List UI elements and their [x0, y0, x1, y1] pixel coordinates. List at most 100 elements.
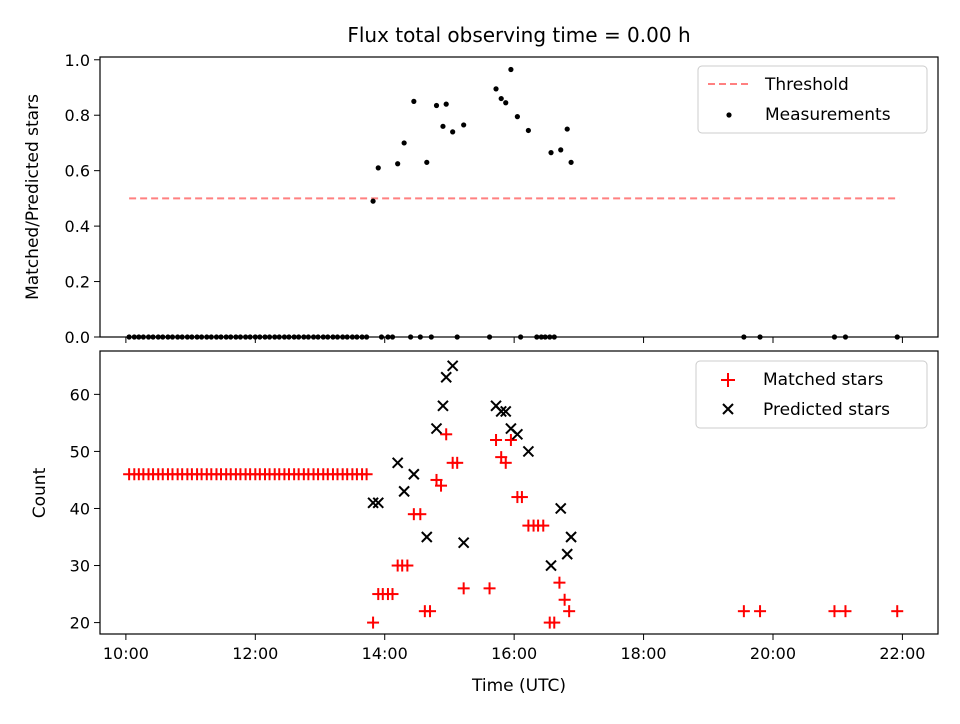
predicted-stars-point	[561, 548, 573, 560]
matched-stars-point	[828, 605, 841, 618]
bottom-panel-xlabel: Time (UTC)	[471, 676, 566, 696]
measurements-point	[558, 147, 564, 153]
measurements-point	[370, 198, 376, 204]
bottom-x-tick-label: 14:00	[362, 644, 408, 663]
measurements-point	[375, 165, 381, 171]
predicted-stars-point	[372, 497, 384, 509]
measurements-point	[440, 123, 446, 129]
matched-stars-point	[548, 616, 561, 629]
bottom-x-tick-label: 12:00	[232, 644, 278, 663]
measurements-point	[424, 159, 430, 165]
measurements-point	[450, 129, 456, 135]
measurements-point	[461, 122, 467, 128]
measurements-point	[498, 95, 504, 102]
bottom-panel: 10:00 12:00 14:00 16:00 18:00 20:00 22:00 20 30 4…	[30, 350, 939, 696]
measurements-point	[564, 126, 570, 132]
top-y-tick-label: 1.0	[65, 51, 90, 70]
matched-stars-point	[754, 605, 767, 618]
bottom-x-tick-label: 22:00	[879, 644, 925, 663]
top-y-tick-label: 0.0	[65, 328, 90, 347]
matched-stars-point	[386, 588, 399, 601]
matched-stars-point	[553, 576, 566, 589]
top-y-tick-label: 0.6	[65, 162, 90, 181]
measurements-point	[411, 98, 417, 104]
bottom-panel-ylabel: Count	[30, 467, 50, 518]
matched-stars-point	[483, 582, 496, 595]
legend-predicted-swatch	[722, 403, 734, 415]
predicted-stars-point	[511, 428, 524, 441]
matched-stars-point	[737, 605, 750, 618]
matched-stars-point	[360, 468, 373, 481]
legend-measurements-label: Measurements	[765, 105, 891, 125]
bottom-x-tick-label: 16:00	[491, 644, 537, 663]
predicted-stars-point	[522, 445, 535, 458]
predicted-stars-point	[446, 360, 459, 372]
predicted-stars-point	[545, 559, 557, 572]
legend-threshold-label: Threshold	[764, 75, 849, 95]
predicted-stars-point	[437, 400, 449, 412]
top-panel: 0.0 0.2 0.4 0.6 0.8 1.0 Matched/Predicted sta…	[23, 51, 939, 347]
matched-stars-point	[563, 605, 576, 618]
bottom-y-tick-label: 50	[70, 442, 90, 461]
bottom-legend: Matched stars Predicted stars	[695, 360, 928, 429]
bottom-y-tick-label: 40	[70, 499, 90, 518]
measurements-point	[508, 66, 514, 73]
matched-stars-point	[490, 434, 503, 447]
predicted-stars-point	[367, 497, 379, 509]
legend-matched-label: Matched stars	[763, 370, 883, 390]
predicted-stars-point	[421, 531, 433, 543]
matched-stars-point	[891, 605, 904, 618]
top-panel-marks	[126, 66, 900, 340]
measurements-point	[443, 101, 449, 107]
matched-stars-point	[451, 456, 464, 469]
legend-matched-swatch	[721, 373, 735, 387]
matched-stars-point	[435, 479, 448, 492]
matched-stars-point	[367, 616, 380, 629]
measurements-point	[548, 150, 554, 156]
bottom-y-tick-label: 20	[70, 614, 90, 633]
bottom-x-tick-label: 18:00	[621, 644, 667, 663]
matched-stars-point	[515, 491, 528, 504]
matched-stars-point	[558, 593, 571, 606]
measurements-point	[401, 140, 407, 146]
predicted-stars-point	[430, 422, 443, 435]
matched-stars-point	[457, 582, 470, 595]
measurements-point	[503, 100, 509, 106]
measurements-point	[525, 127, 531, 134]
top-panel-frame	[99, 56, 939, 338]
measurements-point	[395, 161, 401, 167]
predicted-stars-point	[555, 502, 567, 515]
predicted-stars-point	[398, 485, 410, 498]
top-y-tick-label: 0.2	[65, 273, 90, 292]
top-panel-ylabel: Matched/Predicted stars	[23, 94, 43, 300]
bottom-y-tick-label: 30	[70, 557, 90, 576]
predicted-stars-point	[495, 405, 507, 418]
legend-predicted-label: Predicted stars	[763, 400, 890, 420]
bottom-panel-marks	[123, 360, 904, 629]
measurements-point	[493, 86, 499, 92]
predicted-stars-point	[391, 457, 404, 469]
top-legend: Threshold Measurements	[697, 65, 928, 134]
predicted-stars-point	[500, 405, 512, 418]
predicted-stars-point	[565, 531, 577, 543]
matched-stars-point	[440, 428, 453, 441]
top-panel-axes: 0.0 0.2 0.4 0.6 0.8 1.0	[65, 51, 903, 347]
predicted-stars-point	[408, 468, 420, 480]
measurements-point	[514, 114, 520, 120]
bottom-x-tick-label: 20:00	[750, 644, 796, 663]
bottom-legend-box	[695, 360, 928, 429]
legend-measurements-swatch	[726, 112, 732, 118]
top-y-tick-label: 0.8	[65, 106, 90, 125]
bottom-y-tick-label: 60	[70, 385, 90, 404]
bottom-x-tick-label: 10:00	[103, 644, 149, 663]
matched-stars-point	[537, 519, 550, 532]
bottom-panel-frame	[99, 350, 939, 635]
predicted-stars-point	[440, 371, 452, 383]
matched-stars-point	[839, 605, 852, 618]
matched-stars-point	[499, 456, 512, 469]
top-legend-box	[697, 65, 928, 134]
bottom-panel-axes: 10:00 12:00 14:00 16:00 18:00 20:00 22:00 20 30 4…	[70, 385, 926, 663]
matched-stars-point	[424, 605, 437, 618]
measurements-point	[568, 159, 574, 165]
